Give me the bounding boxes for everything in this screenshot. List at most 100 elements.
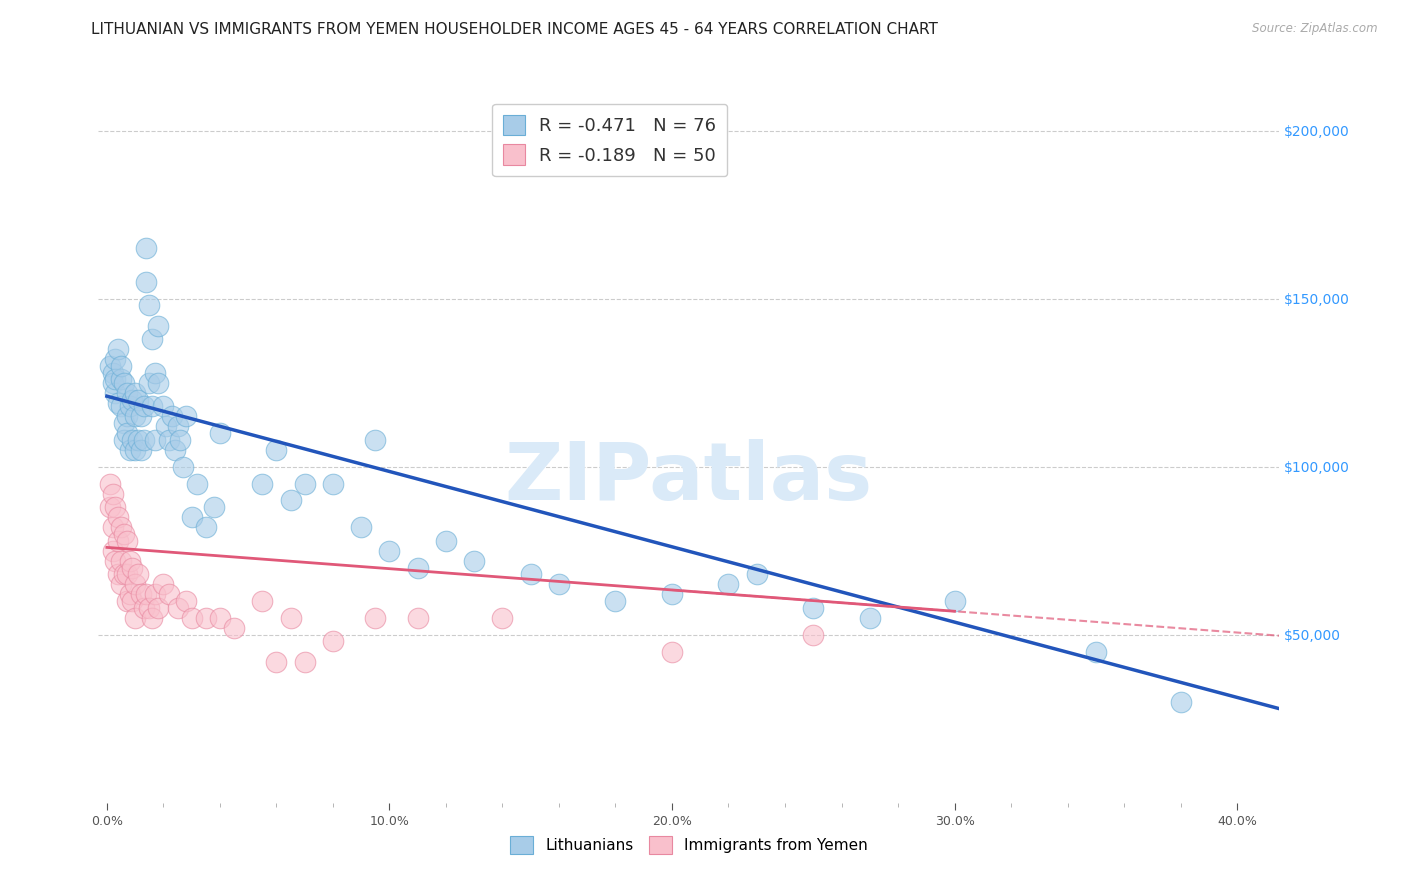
- Point: [110, 520, 132, 534]
- Point: [434, 533, 457, 548]
- Point: [202, 500, 225, 514]
- Point: [859, 611, 882, 625]
- Point: [107, 396, 129, 410]
- Point: [141, 399, 163, 413]
- Point: [110, 359, 132, 373]
- Point: [101, 520, 124, 534]
- Point: [252, 594, 274, 608]
- Point: [155, 419, 177, 434]
- Point: [98, 359, 121, 373]
- Point: [157, 433, 180, 447]
- Point: [350, 520, 373, 534]
- Point: [146, 318, 169, 333]
- Point: [107, 342, 129, 356]
- Point: [174, 409, 197, 424]
- Point: [364, 611, 387, 625]
- Point: [132, 399, 155, 413]
- Point: [124, 409, 146, 424]
- Point: [208, 611, 231, 625]
- Point: [98, 476, 121, 491]
- Point: [132, 600, 155, 615]
- Point: [115, 409, 138, 424]
- Point: [801, 628, 824, 642]
- Point: [124, 442, 146, 457]
- Point: [110, 372, 132, 386]
- Point: [266, 442, 288, 457]
- Point: [118, 554, 141, 568]
- Point: [801, 600, 824, 615]
- Point: [121, 560, 143, 574]
- Point: [160, 409, 183, 424]
- Point: [548, 577, 571, 591]
- Point: [146, 376, 169, 390]
- Point: [294, 476, 316, 491]
- Point: [135, 241, 157, 255]
- Point: [322, 634, 344, 648]
- Point: [605, 594, 627, 608]
- Point: [138, 376, 160, 390]
- Point: [143, 433, 166, 447]
- Point: [112, 376, 135, 390]
- Point: [152, 577, 174, 591]
- Point: [104, 554, 127, 568]
- Point: [661, 587, 683, 601]
- Point: [104, 385, 127, 400]
- Point: [252, 476, 274, 491]
- Point: [1170, 695, 1192, 709]
- Point: [107, 533, 129, 548]
- Point: [115, 533, 138, 548]
- Point: [180, 611, 202, 625]
- Text: LITHUANIAN VS IMMIGRANTS FROM YEMEN HOUSEHOLDER INCOME AGES 45 - 64 YEARS CORREL: LITHUANIAN VS IMMIGRANTS FROM YEMEN HOUS…: [91, 22, 938, 37]
- Point: [166, 600, 188, 615]
- Point: [118, 399, 141, 413]
- Point: [491, 611, 513, 625]
- Point: [138, 298, 160, 312]
- Point: [661, 644, 683, 658]
- Point: [138, 600, 160, 615]
- Point: [115, 567, 138, 582]
- Point: [194, 611, 217, 625]
- Point: [141, 611, 163, 625]
- Point: [115, 594, 138, 608]
- Point: [124, 577, 146, 591]
- Point: [121, 433, 143, 447]
- Point: [143, 587, 166, 601]
- Point: [717, 577, 740, 591]
- Point: [104, 500, 127, 514]
- Point: [1084, 644, 1107, 658]
- Point: [172, 459, 194, 474]
- Point: [110, 577, 132, 591]
- Point: [127, 392, 149, 407]
- Point: [280, 611, 302, 625]
- Point: [124, 385, 146, 400]
- Point: [163, 442, 186, 457]
- Point: [121, 594, 143, 608]
- Point: [104, 352, 127, 367]
- Point: [152, 399, 174, 413]
- Point: [127, 433, 149, 447]
- Point: [180, 510, 202, 524]
- Point: [115, 385, 138, 400]
- Point: [143, 366, 166, 380]
- Point: [112, 527, 135, 541]
- Point: [129, 442, 152, 457]
- Point: [519, 567, 541, 582]
- Point: [98, 500, 121, 514]
- Point: [146, 600, 169, 615]
- Point: [110, 399, 132, 413]
- Point: [107, 567, 129, 582]
- Point: [169, 433, 191, 447]
- Point: [745, 567, 768, 582]
- Point: [294, 655, 316, 669]
- Point: [463, 554, 485, 568]
- Point: [378, 543, 401, 558]
- Point: [364, 433, 387, 447]
- Point: [166, 419, 188, 434]
- Point: [406, 611, 429, 625]
- Legend: Lithuanians, Immigrants from Yemen: Lithuanians, Immigrants from Yemen: [505, 830, 873, 860]
- Point: [101, 376, 124, 390]
- Point: [101, 486, 124, 500]
- Point: [186, 476, 208, 491]
- Point: [222, 621, 245, 635]
- Point: [104, 372, 127, 386]
